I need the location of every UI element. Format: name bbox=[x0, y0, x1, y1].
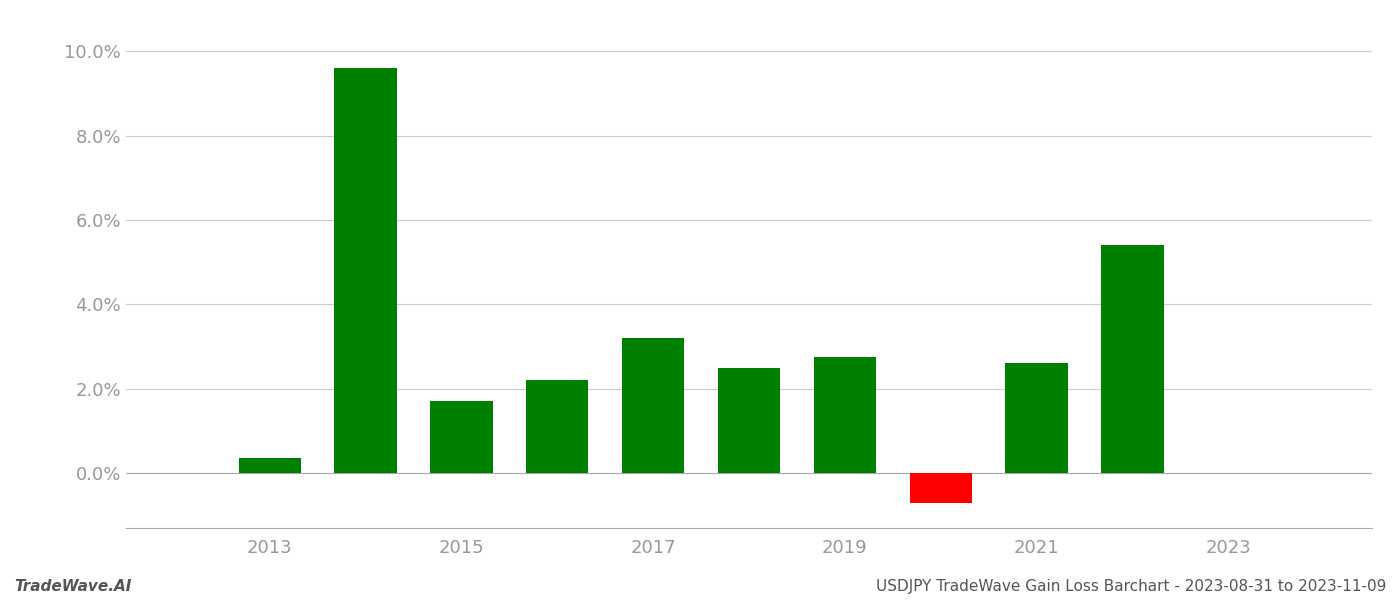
Bar bbox=[1005, 364, 1068, 473]
Bar bbox=[526, 380, 588, 473]
Bar bbox=[430, 401, 493, 473]
Bar bbox=[622, 338, 685, 473]
Bar bbox=[910, 473, 972, 503]
Text: TradeWave.AI: TradeWave.AI bbox=[14, 579, 132, 594]
Bar bbox=[335, 68, 396, 473]
Bar bbox=[238, 458, 301, 473]
Text: USDJPY TradeWave Gain Loss Barchart - 2023-08-31 to 2023-11-09: USDJPY TradeWave Gain Loss Barchart - 20… bbox=[875, 579, 1386, 594]
Bar bbox=[718, 368, 780, 473]
Bar bbox=[1102, 245, 1163, 473]
Bar bbox=[813, 357, 876, 473]
